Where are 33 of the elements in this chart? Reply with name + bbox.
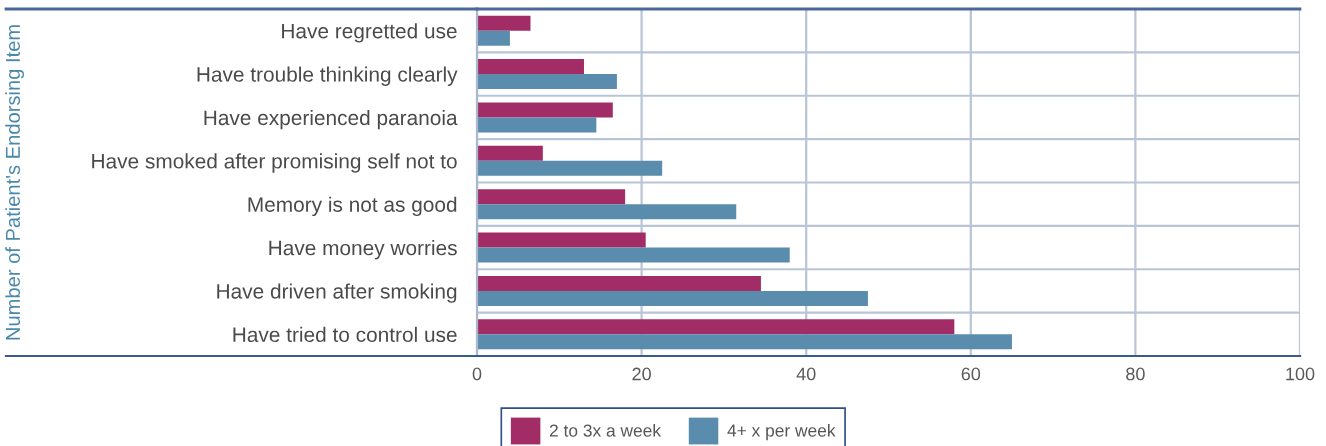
y-tick-label: Have tried to control use [233, 326, 457, 343]
y-tick-label: Have driven after smoking [217, 283, 457, 303]
x-tick-label: 0 [472, 367, 482, 381]
y-tick-label: Have experienced paranoia [204, 109, 458, 130]
y-tick-label: Have money worries [269, 240, 457, 260]
x-tick-label: 40 [796, 367, 816, 381]
x-tick-label: 80 [1126, 367, 1145, 381]
bar [477, 145, 543, 161]
bar [477, 117, 597, 133]
x-tick-label: 20 [632, 367, 651, 381]
bar [477, 290, 868, 306]
bar [477, 160, 663, 176]
bar [477, 189, 626, 205]
bar [477, 232, 646, 248]
bar [477, 334, 1012, 350]
y-tick-label: Have smoked after promising self not to [92, 153, 457, 173]
x-tick-label: 100 [1286, 367, 1315, 381]
y-tick-label: Have regretted use [282, 23, 457, 43]
legend-label: 2 to 3x a week [549, 423, 662, 437]
bar [477, 102, 613, 118]
y-tick-label: Have trouble thinking clearly [197, 66, 458, 86]
legend-label: 4+ x per week [727, 423, 836, 441]
bar [477, 15, 531, 31]
bar [477, 247, 790, 263]
bar [477, 74, 617, 90]
y-tick-label: Memory is not as good [248, 196, 457, 217]
y-axis-title: Number of Patient's Endorsing Item [5, 25, 24, 340]
bar [477, 59, 584, 75]
bar [477, 275, 761, 291]
bar [477, 204, 737, 220]
bar [477, 30, 510, 46]
bar [477, 319, 955, 335]
x-tick-label: 60 [961, 367, 981, 381]
